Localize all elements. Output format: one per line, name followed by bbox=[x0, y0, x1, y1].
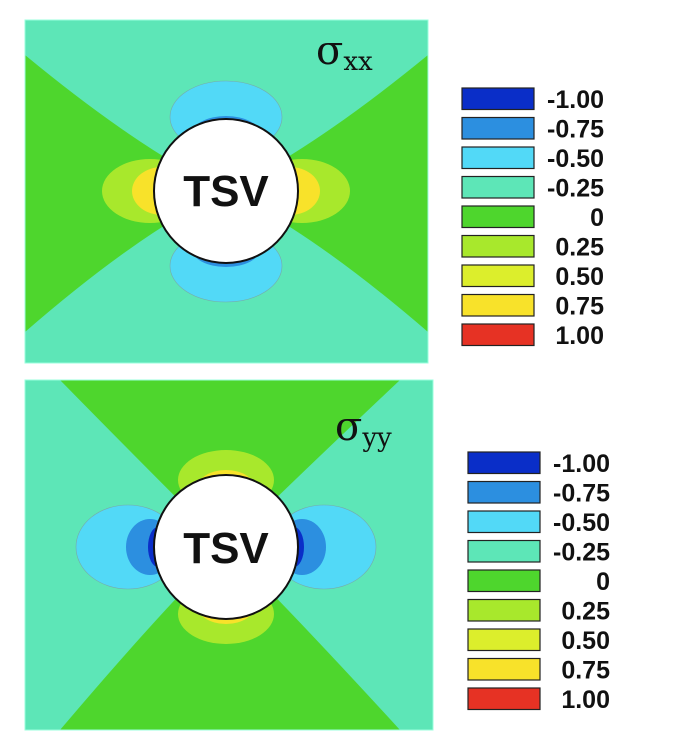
legend-swatch bbox=[467, 451, 541, 475]
legend-swatch bbox=[461, 293, 535, 317]
legend-swatch bbox=[461, 323, 535, 347]
legend-label: 0 bbox=[590, 204, 604, 232]
legend-label: -0.25 bbox=[553, 538, 610, 566]
sigma-yy-contour-map bbox=[25, 380, 433, 730]
field-title-symbol: σ bbox=[316, 28, 343, 74]
legend-label: 0.75 bbox=[555, 292, 604, 320]
field-title: σxx bbox=[316, 28, 373, 77]
legend-label: 0.25 bbox=[555, 233, 604, 261]
legend-swatch bbox=[461, 87, 535, 111]
legend-swatch bbox=[461, 175, 535, 199]
tsv-label: TSV bbox=[183, 167, 269, 216]
field-title: σyy bbox=[335, 404, 392, 453]
legend-label: -0.25 bbox=[547, 174, 604, 202]
legend-label: 0.25 bbox=[561, 597, 610, 625]
tsv-circle bbox=[153, 118, 299, 264]
field-title-symbol: σ bbox=[335, 404, 362, 450]
legend-swatch bbox=[467, 539, 541, 563]
legend-label: 0.50 bbox=[561, 627, 610, 655]
legend-swatch bbox=[467, 657, 541, 681]
sigma-xx-contour-map bbox=[25, 20, 428, 363]
legend-swatch bbox=[461, 264, 535, 288]
legend-label: -0.75 bbox=[553, 479, 610, 507]
legend-label: -1.00 bbox=[553, 450, 610, 478]
sigma-xx-figure: TSV σxx -1.00-0.75-0.50-0.2500.250.500.7… bbox=[24, 19, 604, 364]
legend-label: 0.75 bbox=[561, 656, 610, 684]
tsv-circle bbox=[153, 474, 299, 620]
legend-swatch bbox=[467, 598, 541, 622]
sigma-yy-figure: TSV σyy -1.00-0.75-0.50-0.2500.250.500.7… bbox=[24, 379, 610, 731]
field-title-subscript: xx bbox=[343, 47, 373, 77]
legend-label: -0.50 bbox=[547, 145, 604, 173]
legend-swatch bbox=[467, 569, 541, 593]
sigma-xx-panel: TSV σxx -1.00 -0.75 -0.50 -0.25 0 0.25 0.50 0.7… bbox=[24, 19, 604, 364]
sigma-yy-panel: TSV σyy -1.00 -0.75 -0.50 -0.25 0 0.25 0.50 0.7… bbox=[0, 372, 680, 744]
legend-swatch bbox=[461, 116, 535, 140]
legend-label: -0.50 bbox=[553, 509, 610, 537]
field-title-subscript: yy bbox=[361, 423, 392, 453]
legend-label: 1.00 bbox=[555, 322, 604, 350]
legend-swatch bbox=[467, 480, 541, 504]
legend-label: 1.00 bbox=[561, 686, 610, 714]
legend-swatch bbox=[467, 628, 541, 652]
legend-swatch bbox=[461, 205, 535, 229]
plot-border bbox=[24, 379, 434, 731]
legend-label: 0.50 bbox=[555, 263, 604, 291]
legend-label: -1.00 bbox=[547, 86, 604, 114]
legend-label: -0.75 bbox=[547, 115, 604, 143]
plot-border bbox=[24, 19, 429, 364]
legend-swatch bbox=[467, 510, 541, 534]
legend-swatch bbox=[461, 146, 535, 170]
legend-label: 0 bbox=[596, 568, 610, 596]
legend-swatch bbox=[467, 687, 541, 711]
tsv-label: TSV bbox=[183, 524, 269, 573]
legend-swatch bbox=[461, 234, 535, 258]
